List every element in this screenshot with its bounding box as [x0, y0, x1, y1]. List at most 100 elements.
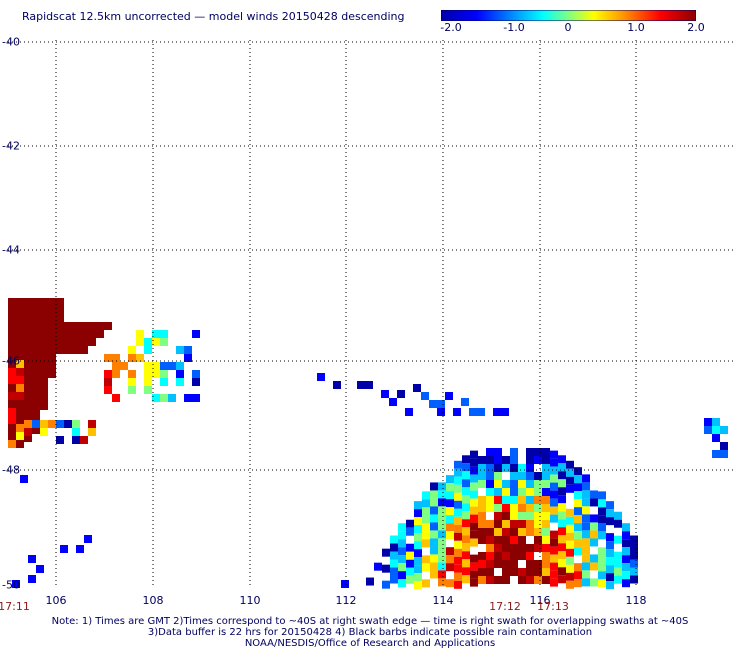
lon-label: 112	[335, 594, 357, 607]
wind-cell	[8, 386, 16, 394]
wind-cell	[104, 354, 112, 362]
wind-cell	[462, 495, 470, 504]
wind-cell	[534, 560, 542, 568]
wind-cell	[414, 533, 422, 542]
wind-cell	[40, 370, 48, 378]
wind-cell	[12, 580, 20, 588]
wind-cell	[590, 490, 598, 499]
wind-cell	[550, 506, 558, 515]
wind-cell	[192, 378, 200, 386]
wind-cell	[16, 424, 24, 432]
wind-cell	[60, 545, 68, 553]
wind-cell	[534, 520, 542, 528]
wind-cell	[72, 428, 80, 436]
wind-cell	[526, 560, 534, 568]
wind-cell	[406, 527, 414, 536]
wind-cell	[16, 368, 24, 376]
wind-cell	[502, 496, 510, 504]
wind-cell	[470, 450, 478, 459]
wind-cell	[614, 511, 622, 520]
wind-cell	[486, 480, 494, 488]
wind-cell	[88, 330, 96, 338]
wind-cell	[56, 436, 64, 444]
wind-cell	[590, 530, 598, 539]
wind-cell	[454, 500, 462, 509]
wind-cell	[566, 476, 574, 485]
wind-cell	[494, 472, 502, 480]
wind-cell	[534, 544, 542, 552]
wind-cell	[414, 549, 422, 558]
wind-cell	[446, 475, 454, 484]
wind-cell	[390, 575, 398, 584]
wind-cell	[582, 514, 590, 523]
wind-cell	[454, 524, 462, 533]
wind-cell	[486, 456, 494, 464]
wind-cell	[470, 514, 478, 523]
wind-cell	[550, 514, 558, 523]
wind-cell	[40, 362, 48, 370]
wind-cell	[566, 580, 574, 589]
wind-cell	[574, 579, 582, 588]
wind-cell	[712, 418, 720, 426]
wind-cell	[128, 386, 136, 394]
wind-cell	[48, 362, 56, 370]
wind-cell	[48, 330, 56, 338]
wind-cell	[534, 456, 542, 464]
wind-cell	[534, 472, 542, 480]
wind-cell	[398, 579, 406, 588]
wind-cell	[558, 527, 566, 536]
wind-cell	[606, 533, 614, 542]
wind-cell	[486, 504, 494, 512]
wind-cell	[16, 298, 24, 306]
wind-cell	[406, 575, 414, 584]
wind-cell	[48, 420, 56, 428]
wind-cell	[104, 378, 112, 386]
wind-cell	[20, 475, 28, 483]
wind-cell	[421, 392, 429, 400]
wind-cell	[446, 579, 454, 588]
wind-cell	[518, 512, 526, 520]
wind-cell	[462, 479, 470, 488]
footnote-line-2: 3)Data buffer is 22 hrs for 20150428 4) …	[147, 627, 593, 638]
wind-cell	[422, 579, 430, 588]
wind-cell	[32, 394, 40, 402]
wind-cell	[88, 322, 96, 330]
wind-cell	[558, 455, 566, 464]
wind-cell	[160, 378, 168, 386]
wind-cell	[8, 426, 16, 434]
wind-cell	[32, 338, 40, 346]
wind-cell	[526, 448, 534, 456]
wind-cell	[606, 517, 614, 526]
wind-cell	[16, 338, 24, 346]
wind-cell	[550, 498, 558, 507]
wind-cell	[566, 572, 574, 581]
wind-cell	[510, 536, 518, 544]
wind-cell	[8, 434, 16, 442]
wind-cell	[614, 567, 622, 576]
wind-cell	[168, 394, 176, 402]
wind-cell	[526, 544, 534, 552]
wind-cell	[437, 400, 445, 408]
wind-cell	[32, 330, 40, 338]
wind-cell	[614, 551, 622, 560]
wind-cell	[414, 525, 422, 534]
wind-cell	[462, 551, 470, 560]
wind-cell	[462, 463, 470, 472]
wind-cell	[152, 394, 160, 402]
wind-cell	[486, 464, 494, 472]
wind-cell	[422, 523, 430, 532]
wind-cell	[152, 362, 160, 370]
wind-cell	[526, 504, 534, 512]
lon-label: 116	[529, 594, 551, 607]
wind-cell	[390, 559, 398, 568]
lon-label: 114	[432, 594, 454, 607]
time-label: 17:11	[0, 600, 30, 613]
wind-cell	[606, 565, 614, 574]
wind-cell	[16, 440, 24, 448]
wind-cell	[48, 298, 56, 306]
time-label: 17:12	[489, 600, 521, 613]
wind-cell	[438, 482, 446, 491]
wind-cell	[478, 496, 486, 504]
wind-cell	[398, 523, 406, 532]
wind-cell	[16, 306, 24, 314]
